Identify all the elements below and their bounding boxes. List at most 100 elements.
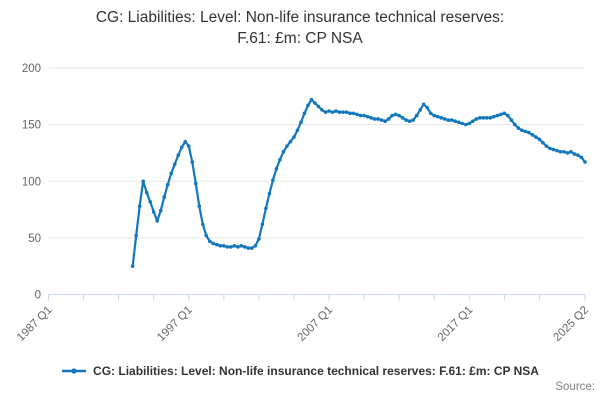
data-point-marker[interactable] bbox=[141, 179, 145, 184]
data-point-marker[interactable] bbox=[390, 113, 394, 118]
data-point-marker[interactable] bbox=[334, 109, 338, 113]
data-point-marker[interactable] bbox=[186, 144, 191, 148]
data-point-marker[interactable] bbox=[144, 190, 149, 195]
data-point-marker[interactable] bbox=[485, 116, 489, 120]
data-point-marker[interactable] bbox=[232, 244, 237, 248]
data-point-marker[interactable] bbox=[470, 119, 475, 124]
data-point-marker[interactable] bbox=[148, 199, 152, 204]
data-point-marker[interactable] bbox=[246, 246, 251, 250]
data-point-marker[interactable] bbox=[172, 162, 177, 167]
data-point-marker[interactable] bbox=[534, 135, 538, 139]
data-point-marker[interactable] bbox=[239, 244, 244, 248]
data-point-marker[interactable] bbox=[243, 245, 247, 249]
data-point-marker[interactable] bbox=[165, 182, 170, 187]
data-point-marker[interactable] bbox=[250, 246, 254, 250]
data-point-marker[interactable] bbox=[369, 116, 373, 120]
data-point-marker[interactable] bbox=[579, 155, 584, 160]
data-point-marker[interactable] bbox=[481, 116, 486, 120]
data-point-marker[interactable] bbox=[537, 137, 542, 142]
data-point-marker[interactable] bbox=[400, 116, 405, 120]
data-point-marker[interactable] bbox=[137, 204, 142, 208]
data-point-marker[interactable] bbox=[506, 113, 510, 118]
data-point-marker[interactable] bbox=[309, 97, 314, 102]
data-point-marker[interactable] bbox=[302, 111, 307, 116]
plot-area[interactable]: 0 50 100 150 200 1987 Q1 1997 Q1 2007 Q1 2017 Q1… bbox=[0, 0, 600, 360]
data-point-marker[interactable] bbox=[548, 146, 552, 151]
data-point-marker[interactable] bbox=[278, 157, 282, 162]
data-point-marker[interactable] bbox=[176, 153, 181, 158]
data-point-marker[interactable] bbox=[193, 181, 198, 186]
data-point-marker[interactable] bbox=[341, 110, 345, 114]
data-point-marker[interactable] bbox=[404, 118, 408, 122]
data-point-marker[interactable] bbox=[320, 108, 324, 112]
data-point-marker[interactable] bbox=[495, 113, 500, 118]
data-point-marker[interactable] bbox=[407, 119, 412, 124]
data-point-marker[interactable] bbox=[446, 118, 451, 122]
data-point-marker[interactable] bbox=[565, 151, 570, 155]
series-path[interactable] bbox=[131, 98, 587, 268]
data-point-marker[interactable] bbox=[218, 244, 223, 248]
data-point-marker[interactable] bbox=[215, 242, 219, 247]
data-point-marker[interactable] bbox=[418, 108, 422, 112]
data-point-marker[interactable] bbox=[523, 129, 528, 134]
data-point-marker[interactable] bbox=[411, 118, 415, 122]
data-point-marker[interactable] bbox=[386, 117, 391, 121]
data-point-marker[interactable] bbox=[365, 114, 370, 119]
data-point-marker[interactable] bbox=[204, 233, 209, 238]
data-point-marker[interactable] bbox=[264, 206, 268, 211]
data-point-marker[interactable] bbox=[383, 119, 387, 124]
data-point-marker[interactable] bbox=[488, 116, 493, 120]
data-point-marker[interactable] bbox=[323, 110, 328, 114]
data-point-marker[interactable] bbox=[253, 244, 258, 248]
data-point-marker[interactable] bbox=[463, 122, 468, 127]
data-point-marker[interactable] bbox=[376, 117, 380, 121]
data-point-marker[interactable] bbox=[183, 139, 188, 144]
data-point-marker[interactable] bbox=[435, 114, 440, 119]
data-point-marker[interactable] bbox=[327, 109, 331, 113]
data-point-marker[interactable] bbox=[558, 150, 563, 154]
data-point-marker[interactable] bbox=[499, 112, 503, 117]
data-point-marker[interactable] bbox=[569, 150, 573, 154]
data-point-marker[interactable] bbox=[576, 153, 580, 158]
data-point-marker[interactable] bbox=[474, 117, 479, 121]
data-point-marker[interactable] bbox=[162, 195, 167, 199]
data-point-marker[interactable] bbox=[478, 116, 482, 120]
data-point-marker[interactable] bbox=[453, 119, 458, 124]
data-point-marker[interactable] bbox=[555, 148, 559, 153]
series-line[interactable] bbox=[130, 97, 587, 268]
data-point-marker[interactable] bbox=[316, 104, 321, 109]
data-point-marker[interactable] bbox=[225, 245, 230, 249]
data-point-marker[interactable] bbox=[509, 118, 514, 122]
data-point-marker[interactable] bbox=[348, 111, 352, 116]
data-point-marker[interactable] bbox=[516, 126, 521, 130]
data-point-marker[interactable] bbox=[134, 233, 138, 238]
data-point-marker[interactable] bbox=[428, 111, 433, 116]
data-point-marker[interactable] bbox=[372, 117, 377, 121]
data-point-marker[interactable] bbox=[155, 219, 160, 223]
data-point-marker[interactable] bbox=[541, 140, 545, 145]
data-point-marker[interactable] bbox=[393, 112, 398, 117]
data-point-marker[interactable] bbox=[362, 113, 366, 118]
data-point-marker[interactable] bbox=[337, 110, 342, 114]
data-point-marker[interactable] bbox=[229, 245, 233, 249]
data-point-marker[interactable] bbox=[313, 101, 317, 105]
data-point-marker[interactable] bbox=[330, 110, 335, 114]
data-point-marker[interactable] bbox=[414, 113, 419, 118]
data-point-marker[interactable] bbox=[236, 245, 240, 249]
data-point-marker[interactable] bbox=[530, 133, 535, 137]
data-point-marker[interactable] bbox=[200, 222, 205, 227]
data-point-marker[interactable] bbox=[527, 130, 531, 135]
data-point-marker[interactable] bbox=[425, 105, 430, 110]
data-point-marker[interactable] bbox=[260, 222, 265, 227]
data-point-marker[interactable] bbox=[197, 204, 202, 208]
data-point-marker[interactable] bbox=[292, 135, 296, 139]
data-point-marker[interactable] bbox=[421, 102, 426, 107]
data-point-marker[interactable] bbox=[306, 103, 310, 108]
data-point-marker[interactable] bbox=[130, 264, 135, 268]
data-point-marker[interactable] bbox=[439, 116, 444, 120]
data-point-marker[interactable] bbox=[295, 128, 300, 133]
data-point-marker[interactable] bbox=[190, 160, 195, 164]
data-point-marker[interactable] bbox=[449, 118, 454, 122]
data-point-marker[interactable] bbox=[520, 128, 524, 133]
data-point-marker[interactable] bbox=[379, 118, 384, 122]
